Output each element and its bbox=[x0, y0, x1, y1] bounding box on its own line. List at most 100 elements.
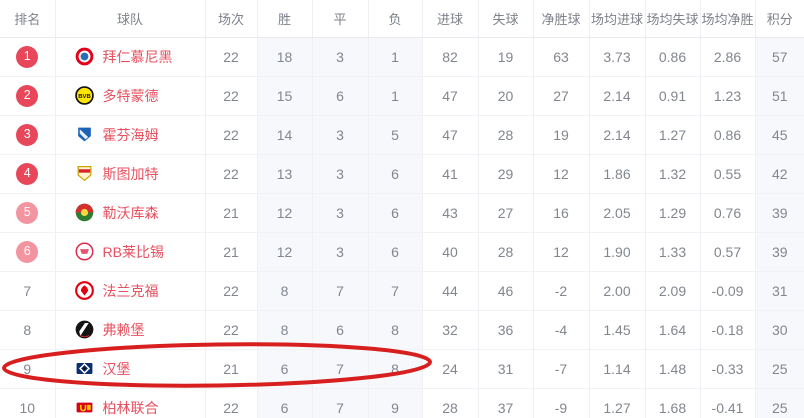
team-name-link[interactable]: 斯图加特 bbox=[102, 165, 159, 182]
draw-cell: 3 bbox=[312, 192, 369, 232]
points-cell: 39 bbox=[755, 231, 804, 271]
team-name-link[interactable]: 弗赖堡 bbox=[102, 321, 145, 338]
team-name-link[interactable]: 法兰克福 bbox=[102, 282, 159, 299]
points-cell: 57 bbox=[755, 37, 804, 76]
team-name-link[interactable]: 霍芬海姆 bbox=[102, 126, 159, 143]
win-cell: 8 bbox=[257, 270, 313, 310]
avg_goals_against-cell: 0.91 bbox=[645, 75, 701, 115]
goals_against-cell: 19 bbox=[478, 37, 534, 76]
leverkusen-club-crest-icon bbox=[75, 203, 94, 222]
team-cell: 法兰克福 bbox=[55, 270, 206, 310]
team-name-link[interactable]: 汉堡 bbox=[102, 360, 131, 377]
rank-cell: 8 bbox=[0, 309, 56, 349]
rank-cell: 3 bbox=[0, 114, 56, 154]
leipzig-club-crest-icon bbox=[75, 242, 94, 261]
frankfurt-club-crest-icon bbox=[74, 281, 94, 300]
win-cell: 15 bbox=[257, 75, 313, 115]
draw-cell: 7 bbox=[312, 387, 369, 418]
goals_for-cell: 44 bbox=[422, 270, 479, 310]
team-name-link[interactable]: 多特蒙德 bbox=[102, 87, 159, 104]
played-cell: 22 bbox=[205, 270, 258, 310]
avg_goals_for-cell: 1.45 bbox=[589, 309, 646, 349]
avg_goals_against-cell: 1.33 bbox=[645, 231, 701, 271]
column-header-goals_for: 进球 bbox=[422, 0, 479, 38]
team-cell-content: BVB 多特蒙德 bbox=[74, 86, 204, 106]
goals_against-cell: 27 bbox=[478, 192, 534, 232]
rank-badge: 5 bbox=[16, 201, 39, 224]
goals_against-cell: 36 bbox=[478, 309, 534, 349]
avg_goals_for-cell: 1.14 bbox=[589, 348, 646, 388]
avg_goal_diff-cell: -0.33 bbox=[700, 348, 756, 388]
rank-cell: 6 bbox=[0, 231, 56, 271]
avg_goals_against-cell: 1.64 bbox=[645, 309, 701, 349]
table-body: 1 拜仁慕尼黑 22 18 3 1 82 19 63 3.73 0.86 2.86 57 2 BVB 多特蒙德… bbox=[0, 37, 804, 418]
points-cell: 45 bbox=[755, 114, 804, 154]
column-header-played: 场次 bbox=[205, 0, 258, 38]
team-cell: BVB 多特蒙德 bbox=[55, 75, 206, 115]
goal_diff-cell: -9 bbox=[533, 387, 590, 418]
team-cell-content: 霍芬海姆 bbox=[75, 125, 204, 145]
goal_diff-cell: 63 bbox=[533, 37, 590, 76]
avg_goal_diff-cell: -0.18 bbox=[700, 309, 756, 349]
goals_for-cell: 40 bbox=[422, 231, 479, 271]
played-cell: 22 bbox=[205, 114, 258, 154]
team-name-link[interactable]: RB莱比锡 bbox=[102, 243, 164, 260]
hamburg-club-crest-icon bbox=[75, 359, 94, 378]
win-cell: 14 bbox=[257, 114, 313, 154]
rank-badge: 1 bbox=[16, 45, 39, 68]
team-cell: 斯图加特 bbox=[55, 153, 206, 193]
win-cell: 12 bbox=[257, 231, 313, 271]
goal_diff-cell: 16 bbox=[533, 192, 590, 232]
column-header-rank: 排名 bbox=[0, 0, 56, 38]
team-name-link[interactable]: 拜仁慕尼黑 bbox=[102, 48, 173, 65]
avg_goals_against-cell: 1.29 bbox=[645, 192, 701, 232]
loss-cell: 1 bbox=[368, 37, 423, 76]
goals_against-cell: 31 bbox=[478, 348, 534, 388]
team-cell: 霍芬海姆 bbox=[55, 114, 206, 154]
goals_against-cell: 28 bbox=[478, 231, 534, 271]
draw-cell: 3 bbox=[312, 37, 369, 76]
goals_for-cell: 82 bbox=[422, 37, 479, 76]
played-cell: 21 bbox=[205, 348, 258, 388]
team-cell: 拜仁慕尼黑 bbox=[55, 37, 206, 76]
avg_goals_for-cell: 2.05 bbox=[589, 192, 646, 232]
avg_goal_diff-cell: 0.86 bbox=[700, 114, 756, 154]
draw-cell: 7 bbox=[312, 348, 369, 388]
goals_for-cell: 32 bbox=[422, 309, 479, 349]
team-name-link[interactable]: 柏林联合 bbox=[102, 399, 159, 416]
avg_goals_against-cell: 1.32 bbox=[645, 153, 701, 193]
avg_goals_against-cell: 2.09 bbox=[645, 270, 701, 310]
draw-cell: 6 bbox=[312, 75, 369, 115]
goals_for-cell: 47 bbox=[422, 114, 479, 154]
column-header-draw: 平 bbox=[312, 0, 369, 38]
goal_diff-cell: 12 bbox=[533, 231, 590, 271]
played-cell: 21 bbox=[205, 231, 258, 271]
loss-cell: 9 bbox=[368, 387, 423, 418]
rank-cell: 5 bbox=[0, 192, 56, 232]
table-row: 10 柏林联合 22 6 7 9 28 37 -9 1.27 1.68 -0.41 25 bbox=[0, 387, 804, 418]
union_berlin-club-crest-icon bbox=[75, 398, 94, 417]
hoffenheim-club-crest-icon bbox=[75, 125, 94, 144]
team-name-link[interactable]: 勒沃库森 bbox=[102, 204, 159, 221]
draw-cell: 6 bbox=[312, 309, 369, 349]
win-cell: 6 bbox=[257, 387, 313, 418]
team-cell: 勒沃库森 bbox=[55, 192, 206, 232]
team-cell-content: 汉堡 bbox=[75, 359, 204, 379]
table-row: 5 勒沃库森 21 12 3 6 43 27 16 2.05 1.29 0.76 39 bbox=[0, 192, 804, 232]
team-cell: RB莱比锡 bbox=[55, 231, 206, 271]
points-cell: 25 bbox=[755, 387, 804, 418]
column-header-avg_goals_against: 场均失球 bbox=[645, 0, 701, 38]
goals_against-cell: 46 bbox=[478, 270, 534, 310]
points-cell: 25 bbox=[755, 348, 804, 388]
goals_for-cell: 47 bbox=[422, 75, 479, 115]
column-header-points: 积分 bbox=[755, 0, 804, 38]
played-cell: 22 bbox=[205, 75, 258, 115]
bayern-club-crest-icon bbox=[75, 47, 94, 66]
team-cell: 柏林联合 bbox=[55, 387, 206, 418]
win-cell: 13 bbox=[257, 153, 313, 193]
column-header-win: 胜 bbox=[257, 0, 313, 38]
team-cell-content: 柏林联合 bbox=[75, 398, 204, 418]
draw-cell: 3 bbox=[312, 153, 369, 193]
goals_for-cell: 24 bbox=[422, 348, 479, 388]
draw-cell: 3 bbox=[312, 231, 369, 271]
